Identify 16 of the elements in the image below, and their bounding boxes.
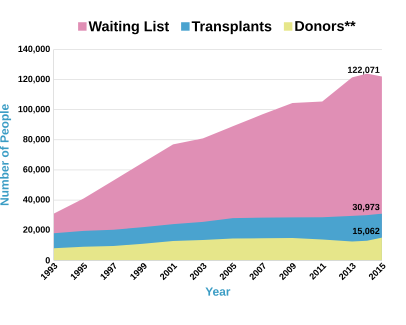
y-tick-label: 80,000 bbox=[23, 136, 50, 144]
data-label: 15,062 bbox=[352, 228, 380, 236]
y-tick-label: 0 bbox=[46, 256, 50, 264]
y-tick-label: 20,000 bbox=[23, 226, 50, 234]
y-axis-title: Number of People bbox=[0, 104, 12, 205]
data-label: 122,071 bbox=[348, 66, 380, 74]
y-tick-label: 60,000 bbox=[23, 166, 50, 174]
y-tick-label: 40,000 bbox=[23, 196, 50, 204]
legend-label: Transplants bbox=[192, 20, 272, 34]
data-label: 30,973 bbox=[352, 204, 380, 212]
legend-label: Donors** bbox=[295, 20, 356, 31]
y-tick-label: 140,000 bbox=[18, 46, 50, 54]
y-tick-label: 100,000 bbox=[18, 106, 50, 114]
x-axis-title: Year bbox=[205, 287, 230, 296]
legend-label: Waiting List bbox=[88, 20, 169, 34]
y-tick-label: 120,000 bbox=[18, 76, 50, 84]
